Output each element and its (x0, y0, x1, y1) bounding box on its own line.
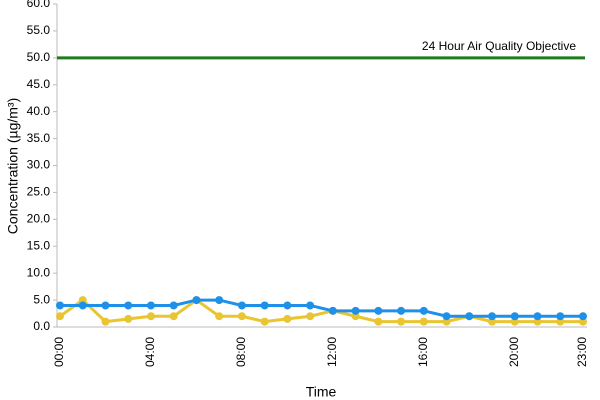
point (556, 312, 565, 321)
y-tick-label: 5.0 (33, 292, 50, 306)
point (237, 312, 246, 321)
point (306, 312, 315, 321)
point (260, 317, 269, 326)
point (419, 317, 428, 326)
y-tick-label: 35.0 (27, 131, 51, 145)
point (533, 312, 542, 321)
point (283, 301, 292, 310)
point (101, 317, 110, 326)
point (488, 312, 497, 321)
point (56, 312, 64, 321)
point (169, 301, 178, 310)
point (306, 301, 315, 310)
x-tick-label: 20:00 (507, 337, 521, 367)
x-tick-label: 12:00 (325, 337, 339, 367)
x-tick-label: 16:00 (416, 337, 430, 367)
x-tick-label: 08:00 (234, 337, 248, 367)
point (56, 301, 64, 310)
x-tick-label: 23:00 (575, 337, 589, 367)
y-tick-label: 30.0 (27, 158, 51, 172)
point (124, 314, 133, 323)
y-tick-label: 0.0 (33, 319, 50, 333)
point (169, 312, 178, 321)
y-tick-label: 55.0 (27, 23, 51, 37)
point (146, 312, 155, 321)
y-tick-label: 10.0 (27, 265, 51, 279)
point (283, 314, 292, 323)
point (192, 296, 201, 305)
x-axis-title: Time (306, 384, 337, 400)
point (374, 306, 383, 315)
y-tick-label: 45.0 (27, 77, 51, 91)
point (146, 301, 155, 310)
point (419, 306, 428, 315)
point (78, 301, 87, 310)
y-tick-label: 25.0 (27, 185, 51, 199)
y-axis-title: Concentration (µg/m³) (5, 98, 21, 234)
point (328, 306, 337, 315)
point (351, 306, 360, 315)
point (579, 312, 587, 321)
point (237, 301, 246, 310)
y-tick-label: 50.0 (27, 50, 51, 64)
y-tick-label: 60.0 (27, 0, 51, 10)
y-tick-label: 40.0 (27, 104, 51, 118)
point (465, 312, 474, 321)
series-line (59, 298, 583, 324)
y-tick-label: 20.0 (27, 212, 51, 226)
point (510, 312, 519, 321)
point (101, 301, 110, 310)
objective-label: 24 Hour Air Quality Objective (422, 39, 576, 53)
point (215, 296, 224, 305)
point (124, 301, 133, 310)
point (397, 306, 406, 315)
point (397, 317, 406, 326)
x-tick-label: 04:00 (143, 337, 157, 367)
y-tick-label: 15.0 (27, 238, 51, 252)
point (215, 312, 224, 321)
x-tick-label: 00:00 (52, 337, 66, 367)
point (374, 317, 383, 326)
point (442, 312, 451, 321)
point (260, 301, 269, 310)
